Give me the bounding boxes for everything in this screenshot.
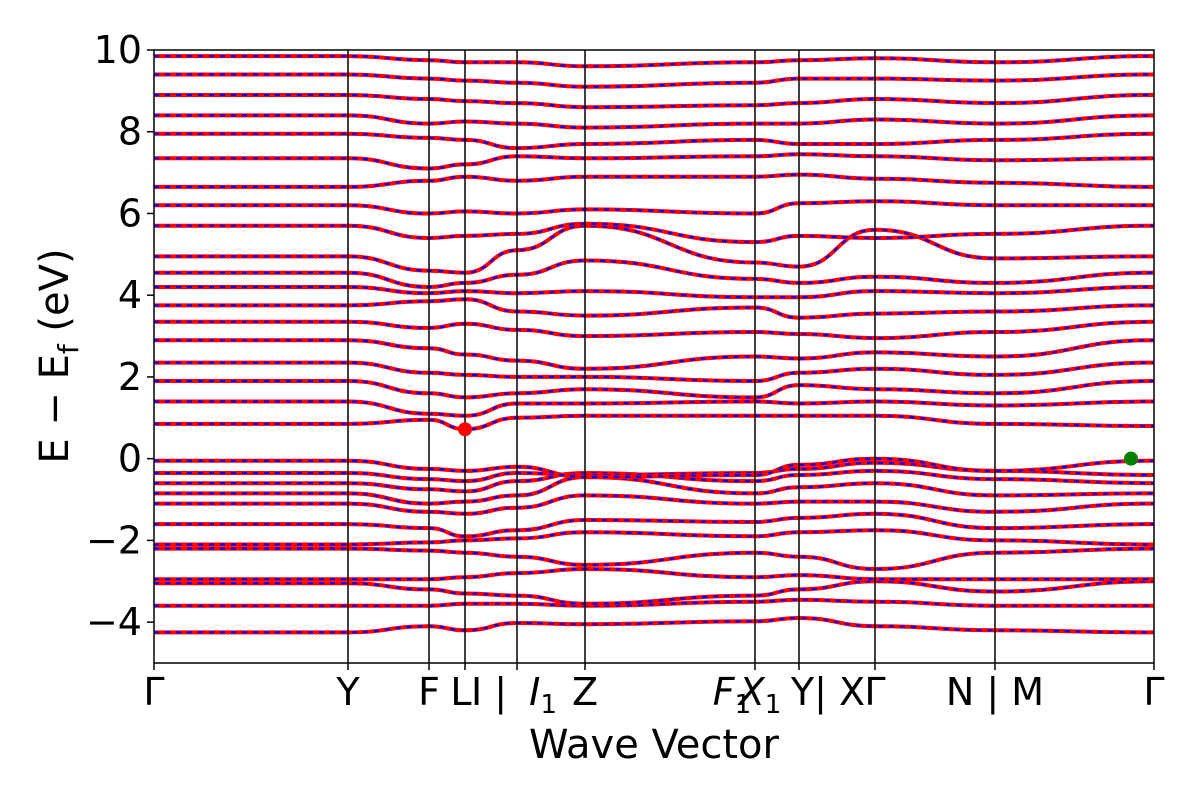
band-line: [154, 200, 1154, 215]
x-tick-label-main: X: [737, 670, 766, 714]
x-tick-label-sub: 1: [735, 690, 752, 720]
x-tick-label-main: Z: [572, 670, 598, 714]
y-tick-label: 6: [118, 191, 142, 235]
kpoint-boundary-lines: [347, 50, 996, 663]
x-tick-label-sub: 1: [765, 690, 782, 720]
x-tick-label: L: [450, 670, 471, 714]
x-tick-label: Γ: [864, 670, 885, 714]
x-tick-label: F1: [713, 670, 751, 720]
band-line: [154, 152, 1154, 171]
band-line: [154, 475, 1154, 505]
band-line: [154, 400, 1154, 417]
bands-layer: [154, 54, 1154, 635]
x-axis-title: Wave Vector: [529, 722, 780, 768]
y-tick-label: 10: [94, 28, 142, 72]
band-line: [154, 546, 1154, 572]
band-line: [154, 361, 1154, 383]
y-tick-label: −2: [86, 518, 142, 562]
band-line: [154, 528, 1154, 547]
band-line: [154, 153, 1154, 170]
y-axis-title-unit: (eV): [32, 248, 78, 344]
band-line: [154, 54, 1154, 69]
band-line: [154, 285, 1154, 299]
x-tick-label-main: Y| X: [790, 670, 865, 715]
y-axis-ticks: −4 −2 0 2 4 6 8 10: [86, 28, 154, 644]
x-tick-label-main: F: [418, 670, 440, 714]
band-line: [154, 547, 1154, 571]
band-line: [154, 297, 1154, 320]
band-edge-marker: [458, 422, 472, 437]
y-tick-label: −4: [86, 600, 142, 644]
band-edge-marker: [1124, 451, 1138, 466]
band-line: [154, 493, 1154, 516]
x-tick-label-main: L: [450, 670, 471, 714]
x-tick-label-main: I |: [471, 670, 507, 715]
y-axis-title-main: E − E: [32, 354, 78, 464]
x-tick-label: Γ: [143, 670, 164, 714]
band-line: [154, 413, 1154, 432]
y-tick-label: 2: [118, 355, 142, 399]
x-tick-label-main: Y: [335, 670, 360, 714]
x-tick-label: N | M: [946, 670, 1044, 715]
band-line: [154, 378, 1154, 400]
band-line: [154, 598, 1154, 607]
x-tick-label-main: Γ: [864, 670, 885, 714]
x-tick-label: Y| X: [790, 670, 865, 715]
band-line: [154, 258, 1154, 290]
x-tick-label-main: Γ: [143, 670, 164, 714]
x-tick-label: I1: [529, 670, 557, 720]
band-line: [154, 512, 1154, 538]
band-line: [154, 72, 1154, 89]
band-line: [154, 615, 1154, 635]
band-line: [154, 92, 1154, 110]
band-line: [154, 461, 1154, 483]
band-line: [154, 566, 1154, 582]
band-line: [154, 469, 1154, 493]
x-tick-label: I |: [471, 670, 507, 715]
x-tick-label: Y: [335, 670, 360, 714]
band-line: [154, 456, 1154, 480]
band-line: [154, 113, 1154, 130]
x-tick-label-main: Γ: [1143, 670, 1164, 714]
x-tick-label: Γ: [1143, 670, 1164, 714]
band-edge-markers: [458, 422, 1138, 466]
x-tick-label: X1: [737, 670, 782, 720]
y-axis-title: E − Ef (eV): [32, 248, 85, 463]
band-line: [154, 379, 1154, 399]
band-line: [154, 319, 1154, 341]
y-tick-label: 0: [118, 437, 142, 481]
band-line: [154, 224, 1154, 274]
band-line: [154, 131, 1154, 151]
y-tick-label: 8: [118, 110, 142, 154]
band-line: [154, 494, 1154, 515]
band-line: [154, 616, 1154, 634]
band-line: [154, 579, 1154, 606]
x-tick-label-main: I: [529, 670, 540, 714]
y-axis-title-sub: f: [52, 343, 85, 354]
band-line: [154, 199, 1154, 216]
band-line: [154, 414, 1154, 431]
band-line: [154, 320, 1154, 340]
band-line: [154, 172, 1154, 189]
band-line: [154, 399, 1154, 418]
x-tick-label-sub: 1: [540, 690, 557, 720]
x-tick-label-main: F: [713, 670, 736, 714]
x-tick-label: F: [418, 670, 440, 714]
y-tick-label: 4: [118, 273, 142, 317]
band-line: [154, 222, 1154, 244]
band-line: [154, 298, 1154, 319]
plot-frame: [153, 49, 1155, 664]
x-tick-label-main: N | M: [946, 670, 1044, 715]
band-line: [154, 338, 1154, 371]
x-tick-label: Z: [572, 670, 598, 714]
